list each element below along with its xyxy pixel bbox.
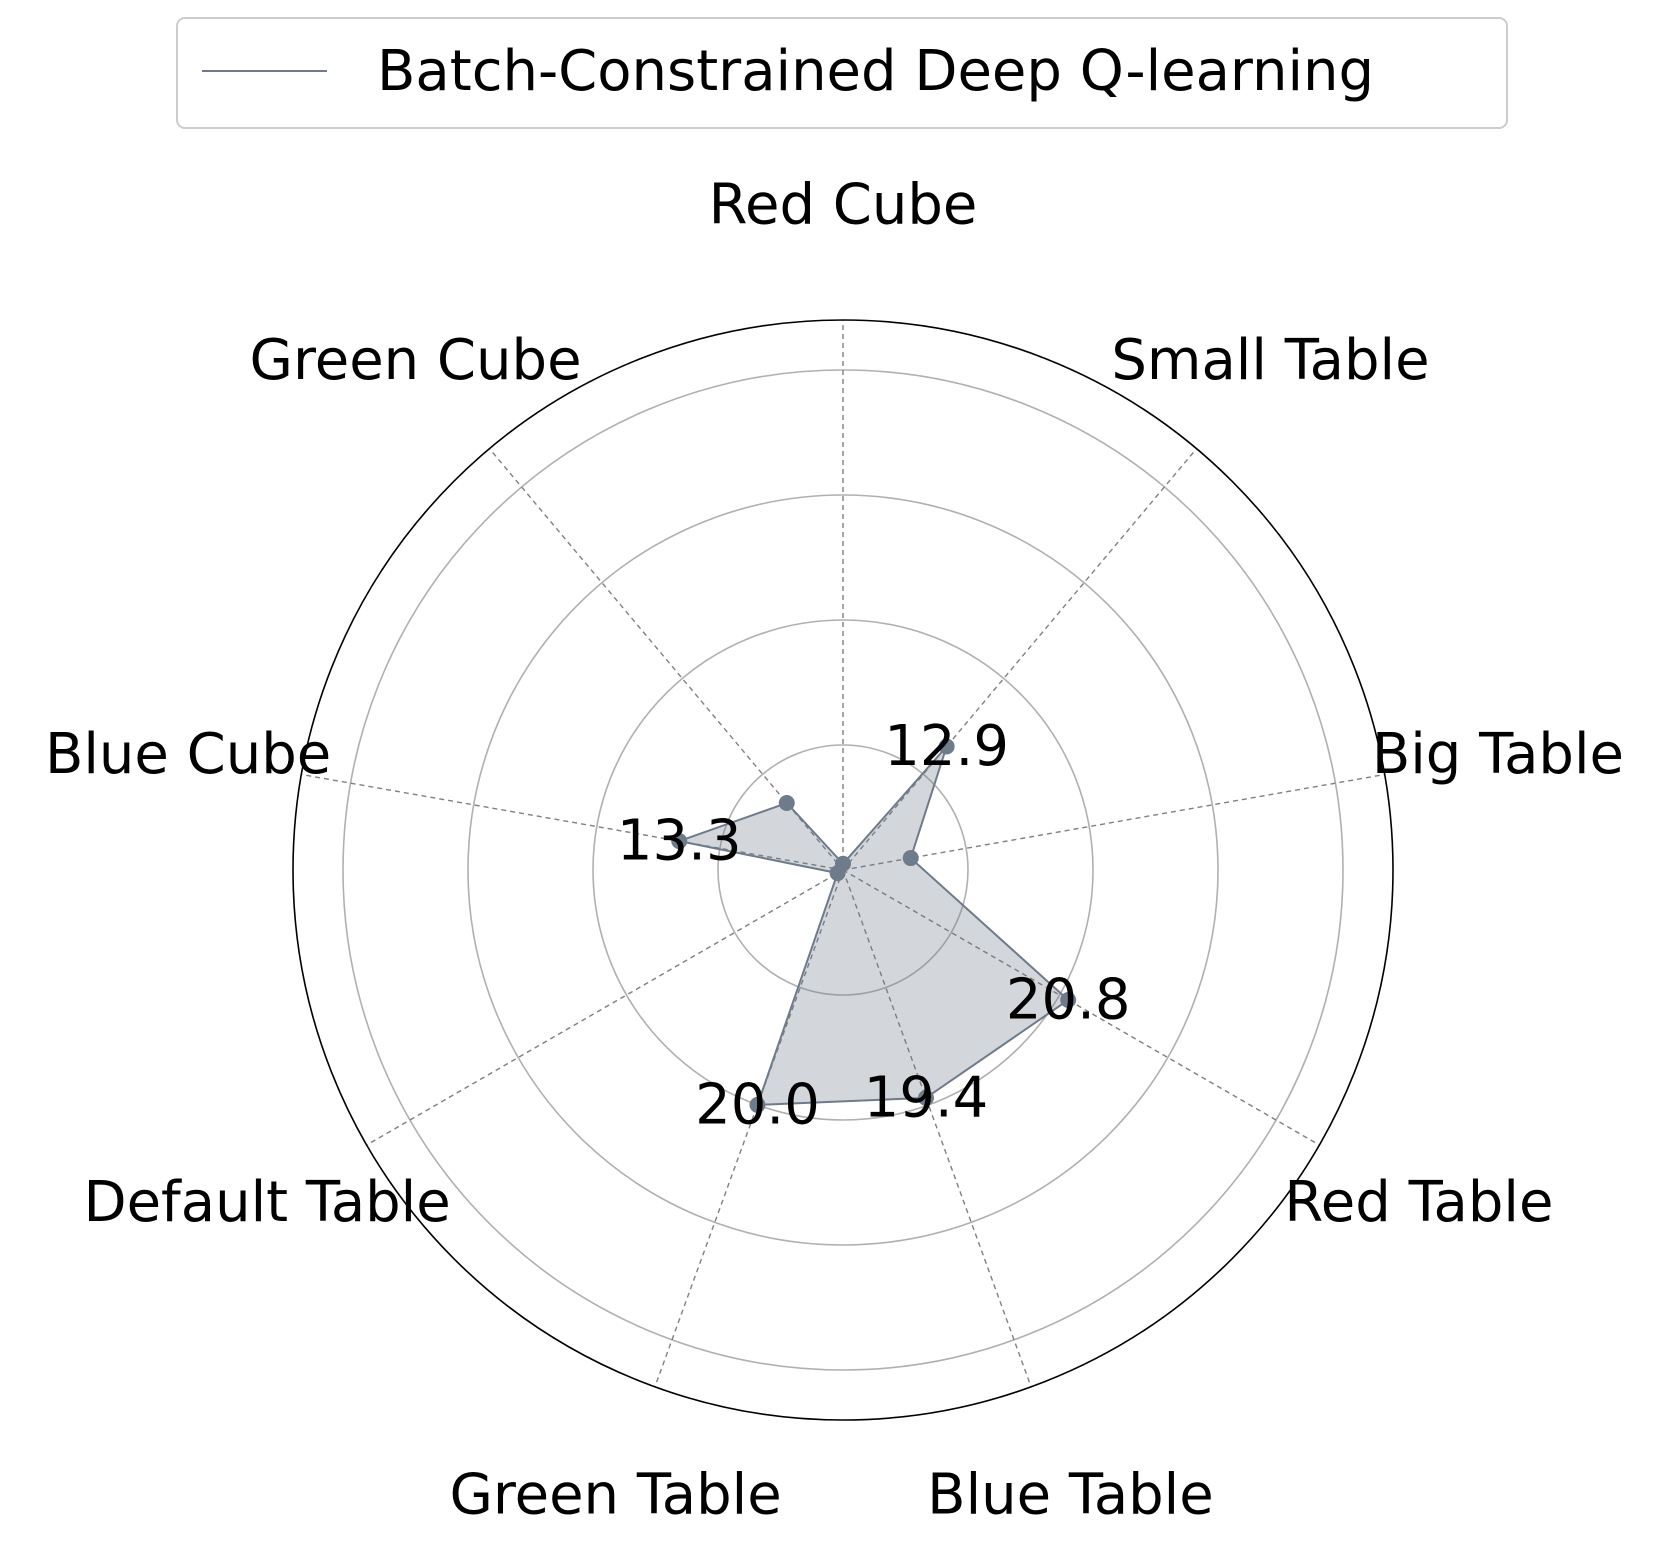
axis-label-green-cube: Green Cube <box>250 328 582 393</box>
value-labels: 12.9 20.8 19.4 20.0 13.3 <box>617 714 1131 1137</box>
data-point-big-table <box>902 850 919 867</box>
axis-label-blue-table: Blue Table <box>927 1462 1214 1527</box>
legend-label: Batch-Constrained Deep Q-learning <box>377 39 1374 104</box>
grid-ring-20 <box>592 619 1094 1121</box>
spoke-blue-cube <box>301 773 844 871</box>
spoke-small-table <box>842 448 1198 871</box>
series-area-0 <box>679 746 1069 1105</box>
grid-ring-10 <box>717 744 969 996</box>
data-point-blue-table <box>917 1089 934 1106</box>
data-point-green-cube <box>778 794 795 811</box>
spoke-green-table <box>654 869 844 1388</box>
value-label-red-table: 20.8 <box>1006 968 1131 1033</box>
value-label-green-table: 20.0 <box>695 1072 820 1137</box>
axis-label-blue-cube: Blue Cube <box>45 722 331 787</box>
data-point-blue-cube <box>671 833 688 850</box>
data-point-red-table <box>1060 992 1077 1008</box>
axis-label-default-table: Default Table <box>83 1170 450 1235</box>
axis-labels: Red Cube Small Table Big Table Red Table Blu… <box>45 173 1624 1528</box>
legend: Batch-Constrained Deep Q-learning <box>176 17 1508 129</box>
grid-ring-30 <box>467 494 1219 1246</box>
spoke-red-table <box>842 869 1320 1146</box>
axis-label-green-table: Green Table <box>449 1462 781 1527</box>
data-point-small-table <box>938 738 955 755</box>
series-line-0 <box>675 745 1070 1106</box>
axis-label-small-table: Small Table <box>1111 328 1429 393</box>
polar-grid <box>292 319 1394 1421</box>
spoke-big-table <box>842 773 1385 871</box>
value-label-blue-cube: 13.3 <box>617 809 742 874</box>
legend-frame <box>176 17 1508 129</box>
axis-label-big-table: Big Table <box>1372 722 1624 787</box>
data-point-green-table <box>749 1096 766 1113</box>
outer-ring <box>292 319 1394 1421</box>
value-label-small-table: 12.9 <box>884 714 1009 779</box>
axis-label-red-cube: Red Cube <box>709 173 978 238</box>
data-point-default-table <box>829 865 846 882</box>
plot-area <box>671 738 1077 1113</box>
spoke-default-table <box>366 869 844 1146</box>
value-label-blue-table: 19.4 <box>864 1065 989 1130</box>
axis-label-red-table: Red Table <box>1284 1170 1553 1235</box>
spoke-blue-table <box>842 869 1032 1388</box>
